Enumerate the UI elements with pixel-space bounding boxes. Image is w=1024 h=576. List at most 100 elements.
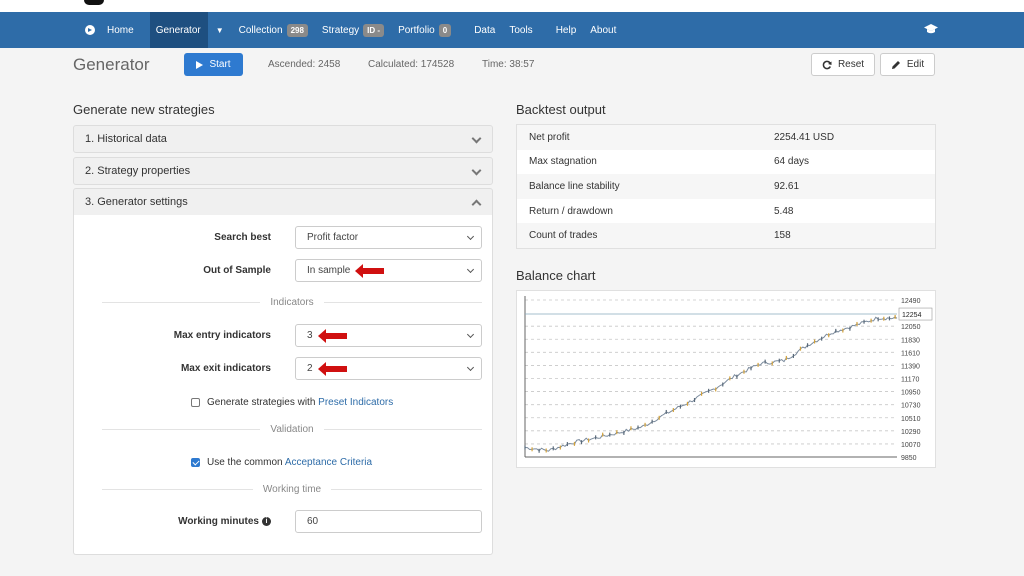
max-exit-value: 2 [307,363,313,374]
start-button[interactable]: Start [184,53,243,76]
table-row: Balance line stability 92.61 [517,174,935,199]
y-tick-label: 10730 [901,403,921,410]
strategy-badge: ID - [363,23,385,37]
home-icon [85,25,95,35]
reset-button[interactable]: Reset [811,53,875,76]
out-of-sample-value: In sample [307,265,351,276]
y-tick-label: 10950 [901,390,921,397]
edit-button[interactable]: Edit [880,53,935,76]
row-label: Net profit [529,131,570,143]
accordion-strategy-properties[interactable]: 2. Strategy properties [73,157,493,185]
search-best-value: Profit factor [307,232,359,243]
generate-section-title: Generate new strategies [73,102,215,117]
working-minutes-value: 60 [307,516,319,527]
table-row: Net profit 2254.41 USD [517,125,935,150]
max-exit-label: Max exit indicators [180,363,271,374]
out-of-sample-select[interactable]: In sample [295,259,482,282]
nav-help-label: Help [555,24,577,36]
acceptance-criteria-row[interactable]: Use the common Acceptance Criteria [191,457,372,468]
working-minutes-input[interactable]: 60 [295,510,482,533]
preset-indicators-row[interactable]: Generate strategies with Preset Indicato… [191,397,393,408]
y-tick-label: 11610 [901,350,920,357]
acceptance-criteria-link[interactable]: Acceptance Criteria [284,457,373,468]
y-tick-label: 10070 [901,442,921,449]
chevron-up-icon [471,199,482,210]
chevron-down-icon [466,232,475,241]
ascended-count: Ascended: 2458 [268,59,341,70]
row-value: 5.48 [774,205,794,217]
max-entry-value: 3 [307,330,313,341]
balance-chart-svg: 12490 12050 11830 11610 11390 11170 10950 10730… [524,296,933,462]
nav-strategy-label: Strategy [321,24,360,36]
nav-portfolio[interactable]: Portfolio 0 [391,12,458,48]
elapsed-time: Time: 38:57 [482,59,535,70]
row-label: Return / drawdown [529,205,613,217]
chevron-down-icon [466,265,475,274]
accordion-strategy-properties-label: 2. Strategy properties [85,165,191,177]
y-tick-label: 12490 [901,298,921,305]
accordion-historical-data[interactable]: 1. Historical data [73,125,493,153]
row-value: 64 days [774,156,810,168]
reset-button-label: Reset [837,59,865,70]
accordion-generator-settings[interactable]: 3. Generator settings [73,188,493,216]
y-tick-label: 12050 [901,324,921,331]
current-value-box [898,307,933,321]
nav-home[interactable]: Home [78,12,141,48]
nav-generator[interactable]: Generator [149,12,208,48]
search-best-select[interactable]: Profit factor [295,226,482,249]
row-label: Max stagnation [529,156,597,168]
y-tick-label: 10510 [901,416,921,423]
red-arrow-annotation [317,328,347,343]
calculated-count: Calculated: 174528 [368,59,455,70]
balance-chart: 12490 12050 11830 11610 11390 11170 10950 10730… [516,290,936,468]
preset-indicators-checkbox[interactable] [191,398,200,407]
current-value-label: 12254 [902,312,922,319]
nav-about[interactable]: About [583,12,623,48]
table-row: Max stagnation 64 days [517,150,935,175]
portfolio-badge: 0 [438,23,452,37]
max-entry-label: Max entry indicators [173,330,271,341]
preset-indicators-text: Generate strategies with Preset Indicato… [207,397,394,408]
refresh-icon [822,60,832,69]
acceptance-criteria-checkbox[interactable] [191,458,200,467]
graduation-cap-icon[interactable] [924,24,938,38]
chevron-down-icon [471,165,482,176]
nav-help[interactable]: Help [549,12,584,48]
preset-indicators-link[interactable]: Preset Indicators [318,397,394,408]
logo-mark [84,0,104,5]
row-value: 92.61 [774,180,800,192]
backtest-table: Net profit 2254.41 USD Max stagnation 64 d… [516,124,936,249]
max-exit-select[interactable]: 2 [295,357,482,380]
row-label: Balance line stability [529,180,620,192]
generator-settings-panel: Search best Profit factor Out of Sample … [73,215,493,555]
max-entry-select[interactable]: 3 [295,324,482,347]
nav-portfolio-label: Portfolio [398,24,435,36]
collection-badge: 298 [286,23,308,37]
search-best-label: Search best [214,232,271,243]
generator-dropdown-caret-icon[interactable]: ▼ [215,25,224,35]
y-tick-label: 10290 [901,429,921,436]
red-arrow-annotation [355,263,385,278]
y-tick-label: 11830 [901,337,920,344]
nav-collection-label: Collection [238,24,283,36]
navbar: Home Generator ▼ Collection 298 Strategy… [0,12,1024,48]
nav-about-label: About [590,24,617,36]
edit-button-label: Edit [906,59,925,70]
indicators-divider-label: Indicators [270,297,314,308]
table-row: Count of trades 158 [517,223,935,248]
nav-generator-label: Generator [155,24,201,36]
page-title: Generator [73,55,150,74]
nav-data[interactable]: Data [467,12,502,48]
working-time-divider: Working time [102,483,483,496]
info-icon[interactable]: i [262,516,271,526]
nav-collection[interactable]: Collection 298 [232,12,315,48]
nav-tools[interactable]: Tools [502,12,539,48]
nav-data-label: Data [474,24,496,36]
chevron-down-icon [466,330,475,339]
toolbar: Generator Start Ascended: 2458 Calculate… [0,48,1024,82]
nav-strategy[interactable]: Strategy ID - [315,12,391,48]
working-minutes-label: Working minutes i [178,516,271,527]
chevron-down-icon [466,363,475,372]
balance-chart-title: Balance chart [516,268,596,283]
row-value: 158 [774,230,791,242]
